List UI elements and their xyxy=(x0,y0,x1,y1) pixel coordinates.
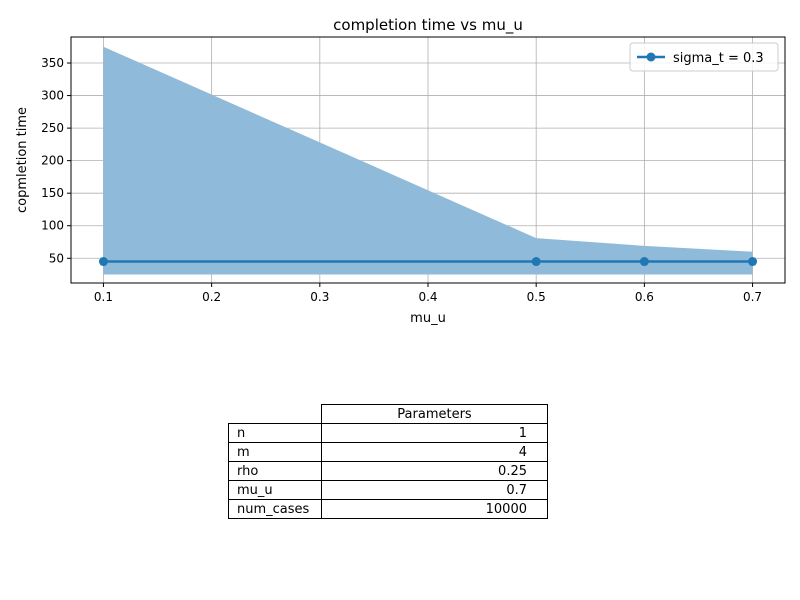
chart-title: completion time vs mu_u xyxy=(333,16,523,35)
x-tick-label: 0.6 xyxy=(635,290,654,304)
y-tick-label: 150 xyxy=(41,186,64,200)
row-value: 4 xyxy=(321,442,548,462)
x-axis-ticks: 0.1 0.2 0.3 0.4 0.5 0.6 0.7 xyxy=(94,283,762,304)
table-row: mu_u 0.7 xyxy=(228,480,548,500)
table-header: Parameters xyxy=(321,404,548,424)
table-header-row: Parameters xyxy=(229,404,548,424)
row-value: 10000 xyxy=(321,499,548,519)
y-tick-label: 50 xyxy=(49,251,64,265)
parameters-table: Parameters n 1 m 4 rho 0.25 mu_u 0.7 num… xyxy=(228,404,548,519)
table-row: m 4 xyxy=(228,442,548,462)
band-area xyxy=(103,46,753,275)
legend-marker xyxy=(646,52,656,62)
x-axis-label: mu_u xyxy=(410,311,446,326)
table-row: n 1 xyxy=(228,423,548,443)
row-value: 0.25 xyxy=(321,461,548,481)
row-label: n xyxy=(228,423,322,443)
y-tick-label: 300 xyxy=(41,89,64,103)
data-point xyxy=(531,257,541,267)
x-tick-label: 0.2 xyxy=(202,290,221,304)
y-tick-label: 200 xyxy=(41,154,64,168)
table-row: num_cases 10000 xyxy=(228,499,548,519)
row-label: m xyxy=(228,442,322,462)
y-tick-label: 100 xyxy=(41,219,64,233)
data-point xyxy=(639,257,649,267)
row-label: mu_u xyxy=(228,480,322,500)
data-point xyxy=(748,257,758,267)
data-point xyxy=(98,257,108,267)
series-points xyxy=(98,257,758,267)
y-tick-label: 250 xyxy=(41,121,64,135)
x-tick-label: 0.1 xyxy=(94,290,113,304)
y-axis-label: copmletion time xyxy=(15,107,30,213)
table-corner-cell xyxy=(229,405,322,424)
legend-box xyxy=(629,42,779,72)
legend-label: sigma_t = 0.3 xyxy=(673,51,764,66)
x-tick-label: 0.3 xyxy=(310,290,329,304)
y-tick-label: 350 xyxy=(41,56,64,70)
x-tick-label: 0.5 xyxy=(527,290,546,304)
confidence-band xyxy=(103,46,753,275)
legend: sigma_t = 0.3 xyxy=(629,42,779,72)
row-value: 1 xyxy=(321,423,548,443)
row-label: rho xyxy=(228,461,322,481)
y-axis-ticks: 50 100 150 200 250 300 350 xyxy=(41,56,71,265)
x-tick-label: 0.7 xyxy=(743,290,762,304)
table-row: rho 0.25 xyxy=(228,461,548,481)
row-label: num_cases xyxy=(228,499,322,519)
x-tick-label: 0.4 xyxy=(418,290,437,304)
chart: completion time vs mu_u 0.1 0.2 0.3 0.4 0.5 0… xyxy=(15,16,786,326)
row-value: 0.7 xyxy=(321,480,548,500)
